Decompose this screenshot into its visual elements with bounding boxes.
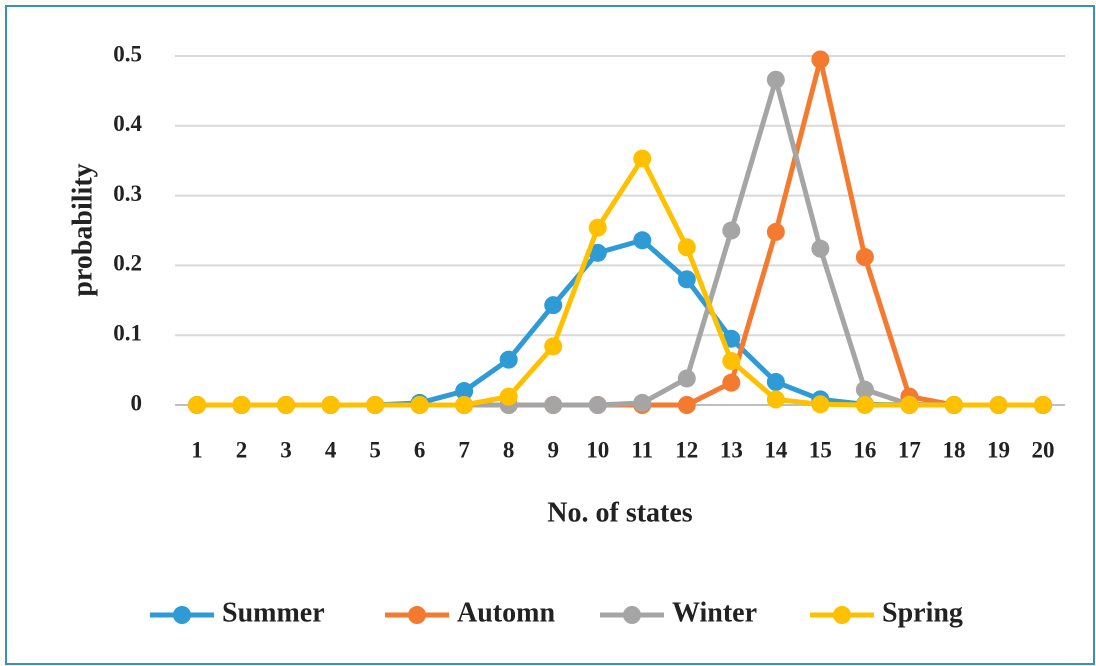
data-point bbox=[499, 350, 518, 369]
data-point bbox=[633, 231, 652, 250]
data-point bbox=[766, 70, 785, 89]
x-tick-label: 13 bbox=[720, 437, 743, 462]
y-tick-label: 0.2 bbox=[113, 251, 142, 276]
data-point bbox=[766, 390, 785, 409]
data-point bbox=[1034, 396, 1052, 414]
x-tick-label: 16 bbox=[853, 437, 876, 462]
legend-marker bbox=[833, 606, 851, 624]
y-tick-label: 0.4 bbox=[113, 111, 142, 136]
data-point bbox=[989, 396, 1008, 414]
data-point bbox=[811, 395, 830, 414]
data-point bbox=[455, 382, 474, 401]
x-tick-label: 20 bbox=[1032, 437, 1055, 462]
y-tick-label: 0.1 bbox=[113, 320, 142, 345]
x-tick-label: 10 bbox=[586, 437, 609, 462]
legend-label: Summer bbox=[222, 597, 325, 628]
data-point bbox=[677, 369, 696, 388]
data-point bbox=[588, 396, 607, 414]
x-tick-label: 15 bbox=[809, 437, 832, 462]
x-tick-label: 3 bbox=[280, 437, 292, 462]
data-point bbox=[677, 396, 696, 414]
x-tick-label: 7 bbox=[458, 437, 470, 462]
data-point bbox=[277, 396, 296, 414]
x-tick-label: 19 bbox=[987, 437, 1010, 462]
data-point bbox=[588, 243, 607, 262]
x-tick-label: 1 bbox=[191, 437, 203, 462]
data-point bbox=[366, 396, 385, 414]
y-axis-label: probability bbox=[67, 163, 98, 296]
data-point bbox=[855, 380, 874, 399]
x-axis-label: No. of states bbox=[547, 497, 693, 528]
legend-marker bbox=[408, 606, 426, 624]
data-point bbox=[811, 239, 830, 258]
x-tick-label: 14 bbox=[764, 437, 788, 462]
data-point bbox=[188, 396, 206, 414]
x-tick-label: 5 bbox=[369, 437, 381, 462]
data-point bbox=[232, 396, 251, 414]
data-point bbox=[722, 373, 741, 392]
data-point bbox=[677, 270, 696, 289]
y-tick-label: 0 bbox=[131, 390, 143, 415]
data-point bbox=[766, 222, 785, 241]
data-point bbox=[900, 396, 919, 414]
x-tick-label: 17 bbox=[898, 437, 921, 462]
data-point bbox=[944, 396, 963, 414]
x-tick-label: 6 bbox=[414, 437, 426, 462]
x-tick-label: 9 bbox=[547, 437, 559, 462]
data-point bbox=[544, 396, 563, 414]
legend-marker bbox=[623, 606, 641, 624]
x-tick-label: 11 bbox=[631, 437, 653, 462]
data-point bbox=[677, 238, 696, 257]
data-point bbox=[633, 393, 652, 412]
legend-label: Spring bbox=[882, 597, 963, 628]
y-tick-label: 0.5 bbox=[113, 41, 142, 66]
data-point bbox=[544, 296, 563, 315]
data-point bbox=[410, 396, 429, 414]
data-point bbox=[766, 372, 785, 391]
legend-label: Winter bbox=[672, 597, 757, 628]
data-point bbox=[855, 248, 874, 267]
data-point bbox=[722, 352, 741, 371]
legend-label: Automn bbox=[457, 597, 555, 628]
y-tick-label: 0.3 bbox=[113, 181, 142, 206]
legend-marker bbox=[173, 606, 191, 624]
data-point bbox=[855, 396, 874, 414]
data-point bbox=[544, 337, 563, 356]
x-tick-label: 8 bbox=[503, 437, 515, 462]
data-point bbox=[499, 387, 518, 406]
data-point bbox=[588, 218, 607, 237]
x-tick-label: 18 bbox=[942, 437, 965, 462]
data-point bbox=[811, 50, 830, 69]
data-point bbox=[455, 396, 474, 414]
x-tick-label: 2 bbox=[236, 437, 248, 462]
x-tick-label: 12 bbox=[675, 437, 698, 462]
x-tick-label: 4 bbox=[325, 437, 337, 462]
data-point bbox=[722, 221, 741, 240]
data-point bbox=[633, 149, 652, 168]
data-point bbox=[321, 396, 340, 414]
